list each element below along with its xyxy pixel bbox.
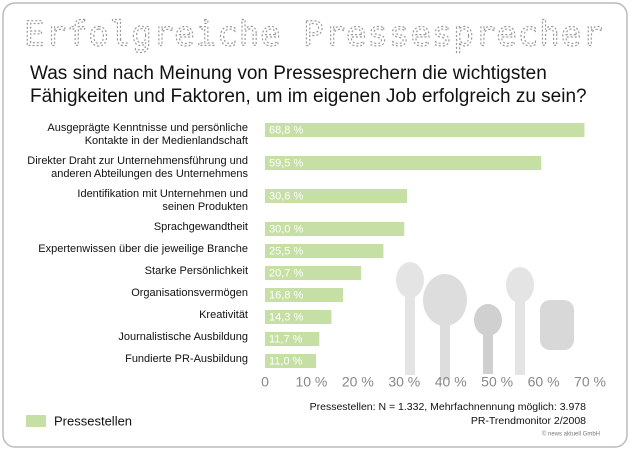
bar xyxy=(265,310,332,324)
note: Pressestellen: N = 1.332, Mehrfachnennun… xyxy=(310,401,587,413)
x-tick-label: 10 % xyxy=(295,374,327,390)
y-tick-label: Identifikation mit Unternehmen und xyxy=(77,188,248,200)
legend-label: Pressestellen xyxy=(54,413,132,428)
source: PR-Trendmonitor 2/2008 xyxy=(471,415,586,427)
copyright: © news aktuell GmbH xyxy=(542,431,600,438)
microphones xyxy=(396,262,574,380)
x-tick-label: 0 xyxy=(261,374,269,390)
y-tick-label: Kreativität xyxy=(199,309,248,321)
value-label: 25,5 % xyxy=(269,245,303,257)
value-label: 11,7 % xyxy=(269,333,303,345)
chart-title: Erfolgreiche Pressesprecher xyxy=(24,15,604,55)
chart-subtitle: Was sind nach Meinung von Pressesprecher… xyxy=(30,63,587,107)
y-tick-label: seinen Produkten xyxy=(162,201,248,213)
y-tick-label: Kontakte in der Medienlandschaft xyxy=(85,135,248,147)
y-tick-label: Sprachgewandtheit xyxy=(154,221,248,233)
bar xyxy=(265,244,384,258)
x-tick-label: 70 % xyxy=(574,374,606,390)
value-label: 11,0 % xyxy=(269,355,303,367)
y-tick-label: Journalistische Ausbildung xyxy=(118,331,248,343)
bar xyxy=(265,332,320,346)
value-label: 20,7 % xyxy=(269,267,303,279)
bar xyxy=(265,354,317,368)
bar xyxy=(265,266,362,280)
y-tick-label: Starke Persönlichkeit xyxy=(145,265,248,277)
bar xyxy=(265,288,343,302)
y-tick-label: Organisationsvermögen xyxy=(131,287,248,299)
y-tick-label: Fundierte PR-Ausbildung xyxy=(125,353,248,365)
value-label: 14,3 % xyxy=(269,311,303,323)
y-tick-label: Expertenwissen über die jeweilige Branch… xyxy=(38,243,248,255)
x-tick-label: 20 % xyxy=(342,374,374,390)
y-tick-label: anderen Abteilungen des Unternehmens xyxy=(51,168,248,180)
bar xyxy=(265,123,585,137)
y-tick-label: Direkter Draht zur Unternehmensführung u… xyxy=(27,155,248,167)
bar xyxy=(265,189,408,203)
bar xyxy=(265,156,542,170)
value-label: 59,5 % xyxy=(269,157,303,169)
bar xyxy=(265,222,405,236)
value-label: 30,0 % xyxy=(269,223,303,235)
y-tick-label: Ausgeprägte Kenntnisse und persönliche xyxy=(47,122,248,134)
value-label: 30,6 % xyxy=(269,190,303,202)
x-tick-label: 40 % xyxy=(435,374,467,390)
legend-swatch xyxy=(26,415,46,427)
x-tick-label: 50 % xyxy=(481,374,513,390)
x-tick-label: 30 % xyxy=(388,374,420,390)
x-tick-label: 60 % xyxy=(528,374,560,390)
value-label: 16,8 % xyxy=(269,289,303,301)
value-label: 68,8 % xyxy=(269,124,303,136)
